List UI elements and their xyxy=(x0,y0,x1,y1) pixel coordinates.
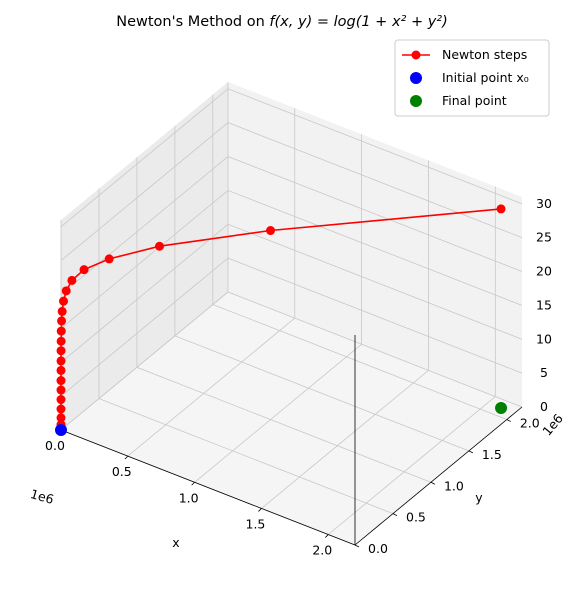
legend: Newton steps Initial point x₀ Final poin… xyxy=(394,39,550,117)
x-axis-line xyxy=(60,429,356,546)
newton-step-point-8 xyxy=(57,306,67,316)
z-tick-label-6: 30 xyxy=(536,196,552,211)
newton-step-point-3 xyxy=(104,254,114,264)
back-pane xyxy=(228,82,522,407)
newton-step-point-14 xyxy=(56,365,66,375)
newton-step-point-19 xyxy=(56,413,66,423)
left-pane xyxy=(61,82,228,430)
legend-final-marker xyxy=(410,95,422,107)
newton-step-point-15 xyxy=(56,376,66,386)
z-tick-label-1: 5 xyxy=(540,365,548,380)
y-tick-mark-2 xyxy=(430,481,436,485)
newton-step-point-0 xyxy=(496,204,506,214)
floor-pane xyxy=(61,292,522,545)
y-tick-label-4: 2.0 xyxy=(520,416,540,431)
tick-labels: 0.00.51.01.52.0 0.00.51.01.52.00510152025… xyxy=(45,196,552,558)
grid-z-1 xyxy=(60,257,523,397)
newton-step-point-13 xyxy=(56,356,66,366)
newton-step-point-12 xyxy=(56,346,66,356)
newton-step-point-6 xyxy=(61,286,71,296)
newton-step-point-11 xyxy=(56,336,66,346)
newton-step-point-18 xyxy=(56,404,66,414)
grid-z-6 xyxy=(60,88,523,228)
z-tick-label-2: 10 xyxy=(536,331,552,346)
y-offset-label: 1e6 xyxy=(539,411,566,439)
grid-z-0 xyxy=(60,291,523,431)
final-point-series xyxy=(495,402,508,415)
y-tick-label-2: 1.0 xyxy=(444,478,464,493)
z-tick-label-4: 20 xyxy=(536,264,552,279)
legend-initial-label: Initial point x₀ xyxy=(442,70,529,85)
newton-step-point-7 xyxy=(59,296,69,306)
z-tick-label-0: 0 xyxy=(540,399,548,414)
newton-steps-series xyxy=(56,204,506,430)
y-axis-line xyxy=(354,406,523,546)
chart-title-prefix: Newton's Method on xyxy=(116,14,269,30)
legend-steps-label: Newton steps xyxy=(442,47,527,62)
y-tick-mark-0 xyxy=(354,544,360,548)
x-axis-label: x xyxy=(172,535,179,550)
y-tick-label-1: 0.5 xyxy=(406,510,426,525)
chart-title: Newton's Method on f(x, y) = log(1 + x² … xyxy=(116,14,448,30)
newton-step-point-17 xyxy=(56,395,66,405)
y-tick-mark-4 xyxy=(506,419,511,422)
y-axis-label: y xyxy=(475,490,483,505)
gridlines xyxy=(60,82,523,546)
grid-z-2 xyxy=(60,223,523,363)
chart-title-math: f(x, y) = log(1 + x² + y²) xyxy=(269,14,447,30)
legend-final-label: Final point xyxy=(442,93,507,108)
axes-panes xyxy=(61,82,522,545)
newton-step-point-9 xyxy=(57,316,67,326)
x-tick-label-3: 1.5 xyxy=(246,516,266,531)
grid-z-5 xyxy=(60,122,523,261)
grid-z-4 xyxy=(60,156,523,295)
newton-step-point-1 xyxy=(266,226,276,236)
x-tick-mark-4 xyxy=(324,534,329,538)
x-tick-mark-2 xyxy=(191,481,195,486)
axis-lines xyxy=(60,335,523,546)
z-tick-label-3: 15 xyxy=(536,297,552,312)
newton-step-point-5 xyxy=(67,275,77,285)
final-point xyxy=(495,402,508,415)
newton-step-point-10 xyxy=(56,326,66,336)
initial-point-series xyxy=(55,424,68,436)
x-tick-mark-1 xyxy=(124,455,129,460)
legend-frame xyxy=(394,39,550,117)
y-tick-mark-3 xyxy=(468,450,474,454)
y-tick-label-0: 0.0 xyxy=(368,541,388,556)
newton-step-point-16 xyxy=(56,385,66,395)
y-tick-mark-1 xyxy=(392,513,398,516)
x-tick-label-4: 2.0 xyxy=(312,543,332,558)
x-tick-label-0: 0.0 xyxy=(45,438,65,453)
legend-initial-marker xyxy=(410,72,422,84)
grid-z-3 xyxy=(60,189,523,329)
x-offset-label: 1e6 xyxy=(29,486,56,507)
x-tick-label-1: 0.5 xyxy=(112,464,132,479)
legend-steps-marker xyxy=(411,50,421,60)
x-tick-label-2: 1.0 xyxy=(179,490,199,505)
newton-step-point-4 xyxy=(79,265,89,275)
y-tick-label-3: 1.5 xyxy=(482,447,502,462)
initial-point xyxy=(55,424,68,436)
z-tick-label-5: 25 xyxy=(536,230,552,245)
x-tick-mark-3 xyxy=(258,508,262,512)
newton-step-point-2 xyxy=(154,241,164,251)
